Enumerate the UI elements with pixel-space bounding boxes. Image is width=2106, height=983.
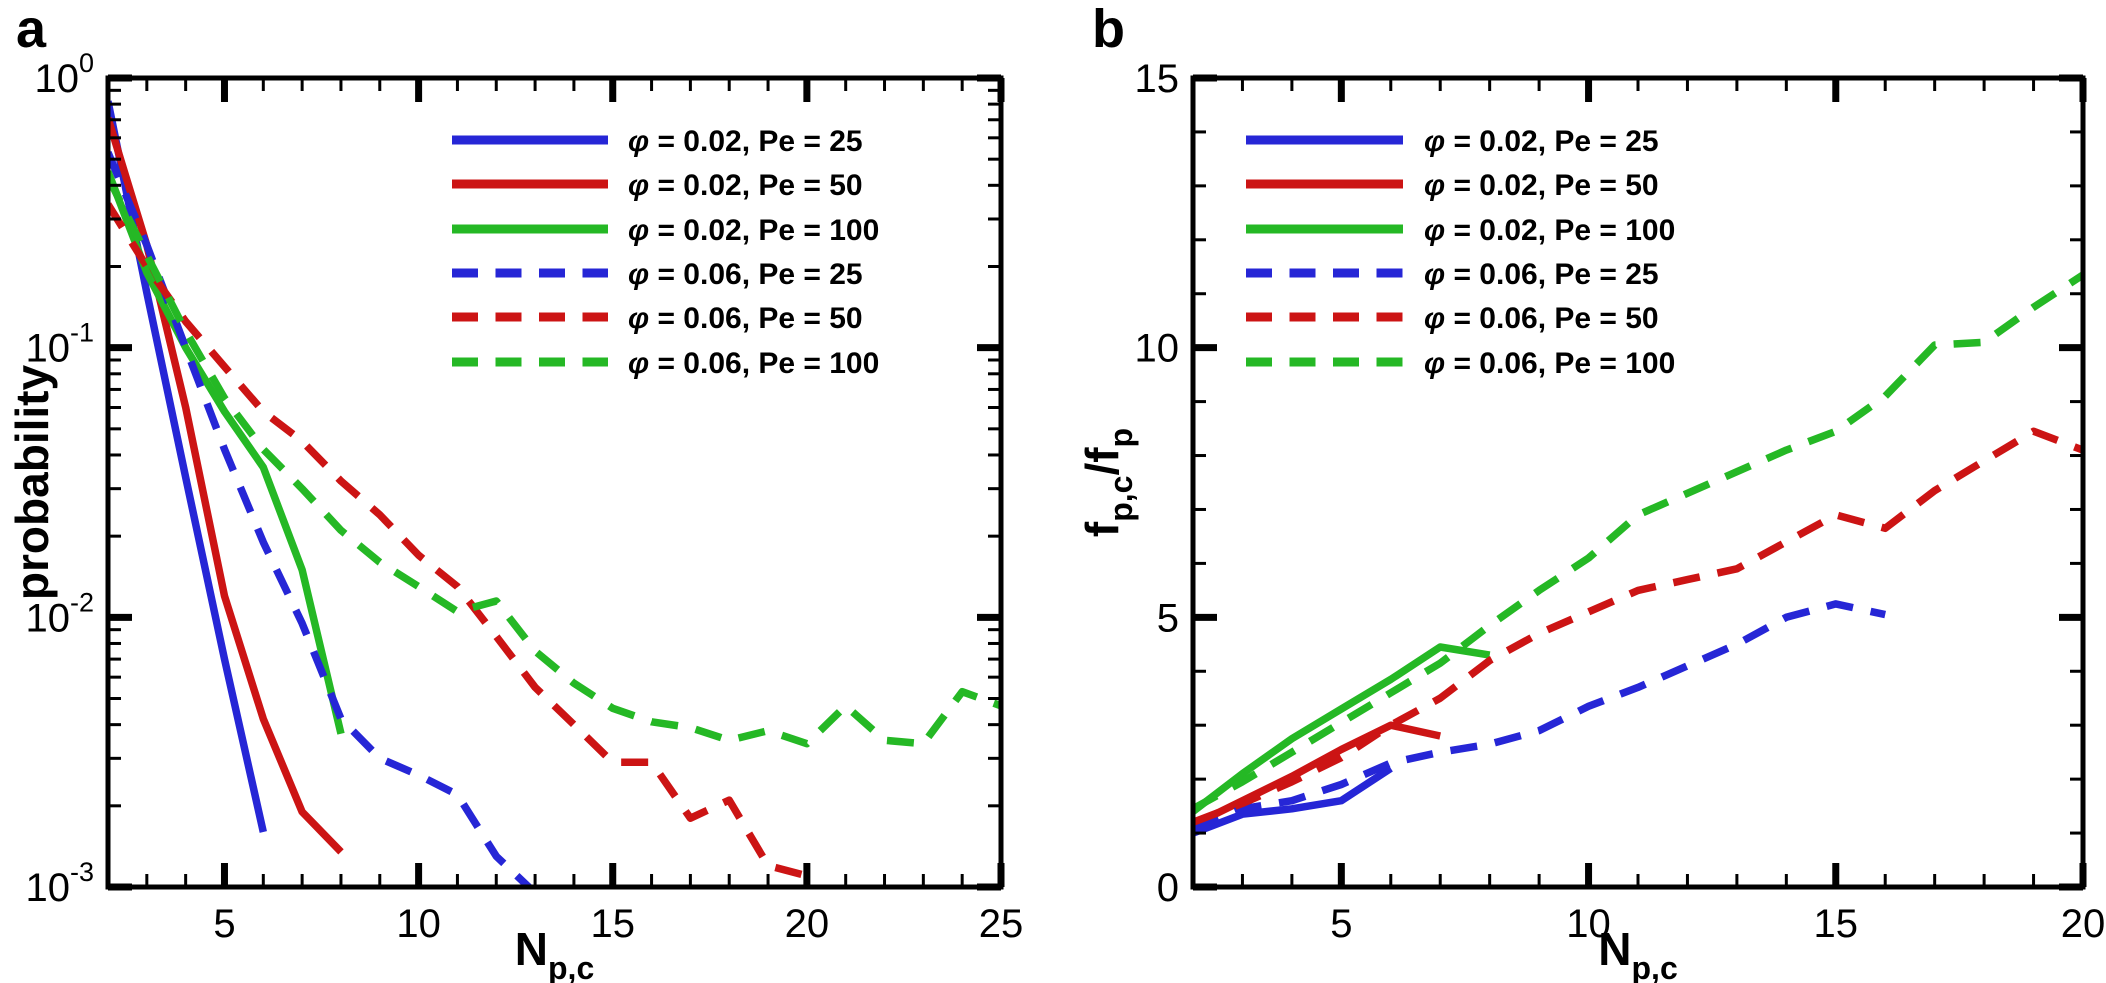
- panel-b-letter: b: [1092, 0, 1125, 59]
- svg-text:10-1: 10-1: [25, 318, 94, 371]
- legend-label-6: φ = 0.06, Pe = 100: [1424, 347, 1675, 380]
- svg-text:10-3: 10-3: [25, 857, 94, 910]
- panel-a-letter: a: [16, 0, 47, 59]
- svg-text:10: 10: [396, 902, 441, 946]
- series-4-dashed: [1193, 600, 1886, 832]
- panel-a: a 5 10 15 20 25 100 10-1 10-2 10-3 Np,c probabilit…: [6, 0, 1023, 983]
- legend-label-3: φ = 0.02, Pe = 100: [628, 214, 879, 247]
- legend: φ = 0.02, Pe = 25 φ = 0.02, Pe = 50 φ = 0.…: [1246, 125, 1675, 380]
- x-axis-title: Np,c: [515, 923, 594, 983]
- legend-label-1: φ = 0.02, Pe = 25: [628, 125, 863, 158]
- legend-label-2: φ = 0.02, Pe = 50: [628, 169, 863, 202]
- svg-text:10: 10: [1566, 902, 1611, 946]
- legend-label-5: φ = 0.06, Pe = 50: [628, 302, 863, 335]
- tick-labels: 5 10 15 20 25 100 10-1 10-2 10-3: [25, 48, 1023, 946]
- svg-text:100: 100: [34, 48, 94, 101]
- svg-text:15: 15: [1135, 57, 1180, 101]
- panel-a-chart: 5 10 15 20 25 100 10-1 10-2 10-3 Np,c probability φ…: [6, 48, 1023, 983]
- svg-text:15: 15: [1814, 902, 1859, 946]
- series-6-dashed: [1193, 271, 2083, 813]
- svg-text:20: 20: [2061, 902, 2106, 946]
- y-axis-title: fp,c/fp: [1076, 428, 1139, 537]
- svg-text:probability: probability: [6, 365, 58, 601]
- plot-frame: [105, 75, 1004, 890]
- svg-text:25: 25: [979, 902, 1024, 946]
- series-5-dashed: [108, 202, 818, 887]
- legend-label-3: φ = 0.02, Pe = 100: [1424, 214, 1675, 247]
- svg-text:10: 10: [1135, 327, 1180, 371]
- y-axis-title: probability: [6, 365, 58, 601]
- series-6-dashed: [108, 175, 1001, 748]
- legend-label-4: φ = 0.06, Pe = 25: [628, 258, 863, 291]
- legend-label-5: φ = 0.06, Pe = 50: [1424, 302, 1659, 335]
- series-1-solid: [1193, 765, 1393, 837]
- series-3-solid: [108, 170, 345, 735]
- series-4-dashed: [108, 150, 535, 887]
- legend-label-6: φ = 0.06, Pe = 100: [628, 347, 879, 380]
- legend-label-1: φ = 0.02, Pe = 25: [1424, 125, 1659, 158]
- svg-text:20: 20: [785, 902, 830, 946]
- axis-ticks: [108, 74, 1005, 891]
- tick-labels: 5 10 15 20 0 5 10 15: [1135, 57, 2106, 946]
- panel-b-chart: 5 10 15 20 0 5 10 15 Np,c fp,c/fp φ = 0.02, Pe = 2…: [1076, 57, 2106, 983]
- plot-frame: [1190, 75, 2086, 890]
- svg-text:5: 5: [213, 902, 235, 946]
- legend: φ = 0.02, Pe = 25 φ = 0.02, Pe = 50 φ = 0.…: [452, 125, 879, 380]
- series-2-solid: [1193, 721, 1442, 829]
- series-5-dashed: [1193, 427, 2083, 826]
- plot-series: [1193, 271, 2083, 837]
- svg-text:5: 5: [1157, 596, 1179, 640]
- legend-label-4: φ = 0.06, Pe = 25: [1424, 258, 1659, 291]
- series-2-solid: [108, 117, 344, 855]
- series-3-solid: [1193, 643, 1491, 815]
- plot-series: [108, 100, 1001, 887]
- svg-text:0: 0: [1157, 866, 1179, 910]
- svg-text:fp,c/fp: fp,c/fp: [1076, 428, 1139, 537]
- svg-text:5: 5: [1330, 902, 1352, 946]
- svg-text:10-2: 10-2: [25, 587, 94, 640]
- x-axis-title: Np,c: [1598, 923, 1677, 983]
- legend-label-2: φ = 0.02, Pe = 50: [1424, 169, 1659, 202]
- panel-b: b 5 10 15 20 0 5 10 15 Np,c fp,c/fp φ = 0.02, Pe =…: [1056, 0, 2106, 983]
- svg-text:15: 15: [590, 902, 635, 946]
